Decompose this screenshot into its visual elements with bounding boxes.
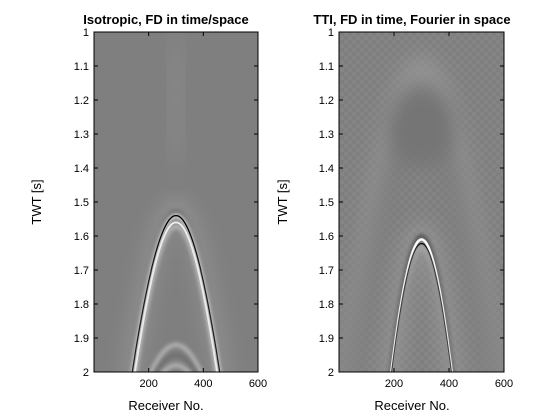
event-halo bbox=[384, 226, 459, 372]
right-x-axis-label: Receiver No. bbox=[374, 398, 449, 413]
left-x-axis-label: Receiver No. bbox=[128, 398, 203, 413]
event-top-ghost bbox=[170, 32, 182, 170]
event-secondary-band bbox=[134, 225, 218, 372]
event-main-hyperbola bbox=[391, 242, 452, 372]
left-xtick-label: 200 bbox=[139, 378, 157, 390]
event-dark-band bbox=[130, 209, 222, 372]
right-ytick-label: 2 bbox=[328, 367, 334, 379]
left-ytick-label: 1.9 bbox=[74, 333, 89, 345]
right-xtick-label: 400 bbox=[440, 378, 458, 390]
event-bottom-arcs bbox=[154, 353, 198, 372]
event-second-hyperbola bbox=[134, 221, 218, 372]
right-xtick-label: 200 bbox=[385, 378, 403, 390]
right-ytick-label: 1.1 bbox=[319, 61, 334, 73]
right-y-axis: 1 1.1 1.2 1.3 1.4 1.5 1.6 1.7 1.8 1.9 2 bbox=[319, 27, 504, 379]
left-ytick-label: 1.7 bbox=[74, 265, 89, 277]
left-ytick-label: 1.3 bbox=[74, 129, 89, 141]
event-central-shadow bbox=[389, 87, 454, 168]
left-xtick-label: 400 bbox=[194, 378, 212, 390]
right-ytick-label: 1.5 bbox=[319, 197, 334, 209]
right-ytick-label: 1.3 bbox=[319, 129, 334, 141]
event-bottom-arcs bbox=[161, 363, 191, 372]
right-ytick-label: 1.2 bbox=[319, 95, 334, 107]
right-seismic-events bbox=[339, 56, 504, 372]
left-ytick-label: 1 bbox=[83, 27, 89, 39]
event-tail-band bbox=[391, 246, 452, 372]
right-chart-title: TTI, FD in time, Fourier in space bbox=[313, 12, 510, 27]
left-panel: Isotropic, FD in time/space 1 1.1 1.2 1.3 1.… bbox=[29, 12, 267, 413]
right-xtick-label: 600 bbox=[495, 378, 513, 390]
left-xtick-label: 600 bbox=[249, 378, 267, 390]
right-panel: TTI, FD in time, Fourier in space 1 1.1 1.… bbox=[275, 12, 513, 413]
left-y-axis: 1 1.1 1.2 1.3 1.4 1.5 1.6 1.7 1.8 1.9 2 bbox=[74, 27, 258, 379]
event-direct-hyperbola bbox=[131, 214, 221, 372]
right-x-axis: 200 400 600 bbox=[385, 32, 513, 390]
left-x-axis: 200 400 600 bbox=[139, 32, 267, 390]
left-ytick-label: 1.4 bbox=[74, 163, 89, 175]
right-ytick-label: 1 bbox=[328, 27, 334, 39]
event-bottom-arcs bbox=[149, 343, 203, 372]
left-ytick-label: 1.6 bbox=[74, 231, 89, 243]
left-y-axis-label: TWT [s] bbox=[29, 179, 44, 224]
right-y-axis-label: TWT [s] bbox=[275, 179, 290, 224]
right-ytick-label: 1.4 bbox=[319, 163, 334, 175]
left-seismic-events bbox=[123, 32, 229, 372]
left-ytick-label: 1.2 bbox=[74, 95, 89, 107]
left-image bbox=[94, 32, 258, 372]
right-ytick-label: 1.8 bbox=[319, 299, 334, 311]
event-bright-band bbox=[390, 238, 453, 372]
right-ytick-label: 1.7 bbox=[319, 265, 334, 277]
event-halo bbox=[123, 198, 229, 372]
event-dark-band bbox=[389, 234, 454, 372]
right-ytick-label: 1.9 bbox=[319, 333, 334, 345]
left-ytick-label: 1.8 bbox=[74, 299, 89, 311]
left-ytick-label: 1.1 bbox=[74, 61, 89, 73]
right-ytick-label: 1.6 bbox=[319, 231, 334, 243]
right-image bbox=[339, 32, 504, 372]
left-ytick-label: 2 bbox=[83, 367, 89, 379]
left-chart-title: Isotropic, FD in time/space bbox=[83, 12, 248, 27]
left-ytick-label: 1.5 bbox=[74, 197, 89, 209]
